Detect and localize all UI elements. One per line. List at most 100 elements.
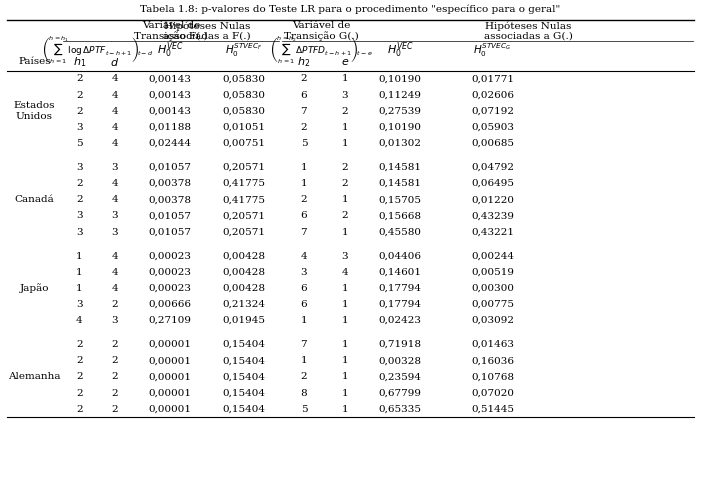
Text: 3: 3 <box>76 123 83 132</box>
Text: 0,41775: 0,41775 <box>222 179 265 188</box>
Text: 0,00023: 0,00023 <box>149 284 191 293</box>
Text: $h_1$: $h_1$ <box>73 55 86 69</box>
Text: 1: 1 <box>76 284 83 293</box>
Text: 1: 1 <box>301 163 307 172</box>
Text: 6: 6 <box>301 284 307 293</box>
Text: 0,71918: 0,71918 <box>379 340 422 349</box>
Text: 1: 1 <box>341 123 348 132</box>
Text: 5: 5 <box>301 404 307 414</box>
Text: 0,15705: 0,15705 <box>379 195 422 204</box>
Text: 0,14581: 0,14581 <box>379 163 422 172</box>
Text: 0,51445: 0,51445 <box>471 404 514 414</box>
Text: 3: 3 <box>301 268 307 277</box>
Text: 0,01051: 0,01051 <box>222 123 265 132</box>
Text: Países: Países <box>18 58 50 66</box>
Text: $\left(\sum_{h=1}^{h=h_2}\Delta PTFD_{t-h+1}\right)_{\!t-e}$: $\left(\sum_{h=1}^{h=h_2}\Delta PTFD_{t-… <box>270 34 373 66</box>
Text: Canadá: Canadá <box>15 195 54 204</box>
Text: 0,27539: 0,27539 <box>379 107 422 116</box>
Text: 2: 2 <box>76 107 83 116</box>
Text: 4: 4 <box>111 179 118 188</box>
Text: $\left(\sum_{h=1}^{h=h_1}\log\Delta PTF_{t-h+1}\right)_{\!t-d}$: $\left(\sum_{h=1}^{h=h_1}\log\Delta PTF_… <box>42 34 153 66</box>
Text: 1: 1 <box>341 139 348 148</box>
Text: 2: 2 <box>76 91 83 99</box>
Text: 1: 1 <box>76 268 83 277</box>
Text: 2: 2 <box>76 356 83 365</box>
Text: 0,01220: 0,01220 <box>471 195 514 204</box>
Text: 1: 1 <box>341 372 348 381</box>
Text: 4: 4 <box>111 91 118 99</box>
Text: 2: 2 <box>111 340 118 349</box>
Text: 1: 1 <box>341 195 348 204</box>
Text: 3: 3 <box>341 251 348 261</box>
Text: 1: 1 <box>341 340 348 349</box>
Text: 0,43239: 0,43239 <box>471 212 514 220</box>
Text: 0,02606: 0,02606 <box>471 91 514 99</box>
Text: 0,02444: 0,02444 <box>149 139 191 148</box>
Text: 4: 4 <box>111 195 118 204</box>
Text: 0,17794: 0,17794 <box>379 300 422 309</box>
Text: 1: 1 <box>301 316 307 325</box>
Text: 0,27109: 0,27109 <box>149 316 191 325</box>
Text: 0,00001: 0,00001 <box>149 340 191 349</box>
Text: 0,16036: 0,16036 <box>471 356 514 365</box>
Text: 0,00300: 0,00300 <box>471 284 514 293</box>
Text: 1: 1 <box>301 356 307 365</box>
Text: 0,00143: 0,00143 <box>149 74 191 84</box>
Text: 0,00519: 0,00519 <box>471 268 514 277</box>
Text: $H_0^{VEC}$: $H_0^{VEC}$ <box>387 40 414 60</box>
Text: 0,14601: 0,14601 <box>379 268 422 277</box>
Text: 0,03092: 0,03092 <box>471 316 514 325</box>
Text: 1: 1 <box>341 284 348 293</box>
Text: 3: 3 <box>111 163 118 172</box>
Text: 2: 2 <box>111 404 118 414</box>
Text: 6: 6 <box>301 212 307 220</box>
Text: 0,00378: 0,00378 <box>149 179 191 188</box>
Text: 0,07020: 0,07020 <box>471 389 514 398</box>
Text: 0,15668: 0,15668 <box>379 212 422 220</box>
Text: 2: 2 <box>301 74 307 84</box>
Text: 0,10768: 0,10768 <box>471 372 514 381</box>
Text: 0,45580: 0,45580 <box>379 227 422 237</box>
Text: 3: 3 <box>76 227 83 237</box>
Text: 2: 2 <box>341 107 348 116</box>
Text: 6: 6 <box>301 91 307 99</box>
Text: 2: 2 <box>341 212 348 220</box>
Text: 4: 4 <box>301 251 307 261</box>
Text: 0,01945: 0,01945 <box>222 316 265 325</box>
Text: 2: 2 <box>111 356 118 365</box>
Text: 1: 1 <box>341 74 348 84</box>
Text: 0,15404: 0,15404 <box>222 404 265 414</box>
Text: 2: 2 <box>76 389 83 398</box>
Text: 0,67799: 0,67799 <box>379 389 422 398</box>
Text: 3: 3 <box>76 300 83 309</box>
Text: 0,00428: 0,00428 <box>222 251 265 261</box>
Text: 0,20571: 0,20571 <box>222 212 265 220</box>
Text: 4: 4 <box>111 139 118 148</box>
Text: 1: 1 <box>341 356 348 365</box>
Text: 0,15404: 0,15404 <box>222 372 265 381</box>
Text: Variável de
Transição G(.): Variável de Transição G(.) <box>284 21 359 41</box>
Text: 0,05830: 0,05830 <box>222 74 265 84</box>
Text: 0,10190: 0,10190 <box>379 74 422 84</box>
Text: 0,15404: 0,15404 <box>222 389 265 398</box>
Text: 0,02423: 0,02423 <box>379 316 422 325</box>
Text: 4: 4 <box>341 268 348 277</box>
Text: 2: 2 <box>76 372 83 381</box>
Text: 0,00428: 0,00428 <box>222 268 265 277</box>
Text: 0,15404: 0,15404 <box>222 356 265 365</box>
Text: 0,00001: 0,00001 <box>149 356 191 365</box>
Text: 3: 3 <box>76 163 83 172</box>
Text: 1: 1 <box>341 227 348 237</box>
Text: 0,00001: 0,00001 <box>149 404 191 414</box>
Text: 0,05830: 0,05830 <box>222 91 265 99</box>
Text: 4: 4 <box>111 268 118 277</box>
Text: 0,04406: 0,04406 <box>379 251 422 261</box>
Text: 2: 2 <box>76 340 83 349</box>
Text: 0,05903: 0,05903 <box>471 123 514 132</box>
Text: 2: 2 <box>76 195 83 204</box>
Text: 0,01057: 0,01057 <box>149 212 191 220</box>
Text: 4: 4 <box>111 123 118 132</box>
Text: 1: 1 <box>301 179 307 188</box>
Text: 0,00244: 0,00244 <box>471 251 514 261</box>
Text: $e$: $e$ <box>341 57 349 67</box>
